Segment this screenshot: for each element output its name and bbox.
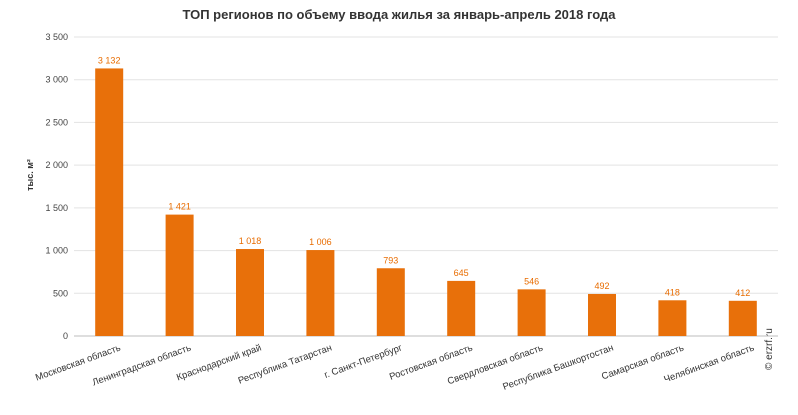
bar (728, 300, 757, 336)
bar (658, 300, 687, 336)
data-label: 1 006 (309, 237, 332, 247)
bar (236, 249, 264, 336)
bar (447, 280, 476, 336)
y-tick-label: 2 000 (45, 160, 68, 170)
data-label: 492 (594, 281, 609, 291)
data-label: 546 (524, 276, 539, 286)
data-label: 418 (665, 287, 680, 297)
chart-title: ТОП регионов по объему ввода жилья за ян… (182, 7, 616, 22)
y-tick-label: 3 000 (45, 75, 68, 85)
data-label: 645 (454, 268, 469, 278)
y-tick-label: 3 500 (45, 32, 68, 42)
data-label: 412 (735, 288, 750, 298)
data-label: 3 132 (98, 55, 121, 65)
y-tick-label: 1 000 (45, 246, 68, 256)
bar (165, 214, 194, 336)
bar (376, 268, 405, 336)
bar (306, 250, 335, 336)
bar (95, 68, 124, 336)
bar (517, 289, 546, 336)
y-tick-label: 0 (63, 331, 68, 341)
data-label: 1 421 (168, 202, 191, 212)
y-tick-label: 2 500 (45, 117, 68, 127)
y-tick-label: 500 (53, 288, 68, 298)
y-tick-label: 1 500 (45, 203, 68, 213)
data-label: 793 (383, 255, 398, 265)
bar (588, 293, 616, 336)
data-label: 1 018 (239, 236, 262, 246)
